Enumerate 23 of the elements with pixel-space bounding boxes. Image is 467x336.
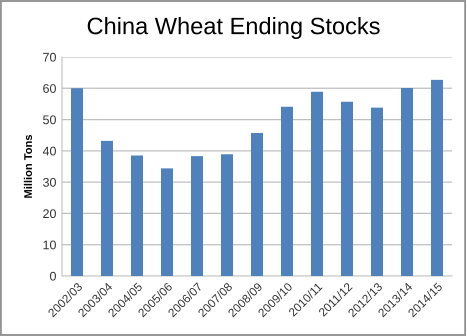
- y-tick-label: 50: [43, 115, 56, 124]
- bar: [221, 154, 233, 276]
- y-tick-label: 40: [42, 146, 56, 156]
- chart-title: China Wheat Ending Stocks: [88, 16, 380, 40]
- y-tick-label: 0: [50, 272, 56, 281]
- y-axis-title: Million Tons: [24, 134, 32, 198]
- bar: [281, 106, 293, 276]
- bar: [341, 102, 353, 276]
- bar: [401, 88, 413, 276]
- y-tick-label: 30: [43, 178, 56, 187]
- bar: [371, 108, 383, 276]
- bar: [101, 140, 113, 276]
- bar: [431, 80, 443, 276]
- y-tick-label: 70: [43, 52, 56, 62]
- bar: [71, 88, 83, 276]
- y-tick-label: 20: [43, 209, 56, 218]
- bar: [131, 156, 143, 276]
- bar: [191, 156, 203, 276]
- y-tick-label: 60: [43, 84, 56, 93]
- bar: [251, 133, 263, 276]
- y-tick-label: 10: [43, 240, 56, 250]
- bar: [311, 92, 323, 276]
- bar: [161, 168, 173, 276]
